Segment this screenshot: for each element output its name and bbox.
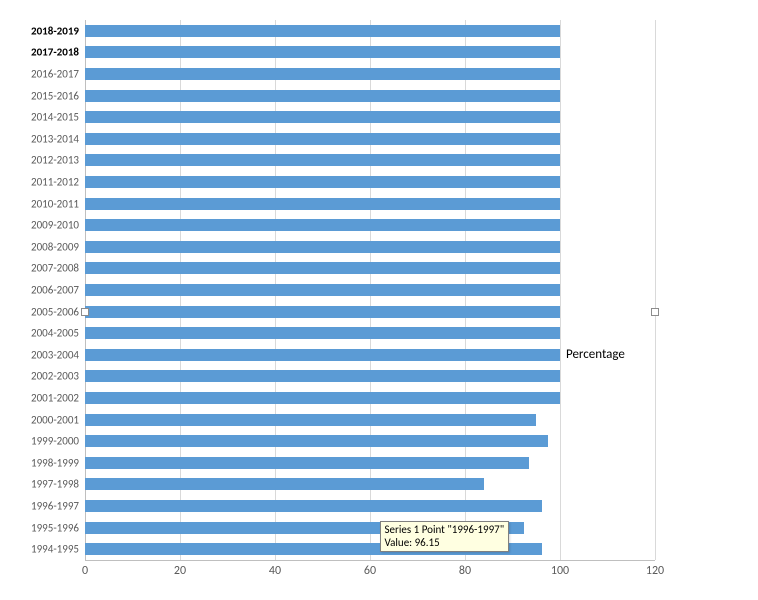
bar[interactable] (85, 176, 560, 188)
y-tick-label: 2007-2008 (31, 262, 85, 275)
bar-row (85, 262, 655, 274)
y-tick-label: 1999-2000 (31, 435, 85, 448)
bar-row (85, 25, 655, 37)
bar[interactable] (85, 241, 560, 253)
bar-row (85, 478, 655, 490)
y-tick-label: 2001-2002 (31, 392, 85, 405)
y-tick-label: 2006-2007 (31, 284, 85, 297)
bar-row (85, 327, 655, 339)
plot-area: 0204060801001201994-19951995-19961996-19… (85, 20, 655, 560)
bar-row (85, 68, 655, 80)
bar[interactable] (85, 414, 536, 426)
bar-row (85, 370, 655, 382)
bar-row (85, 284, 655, 296)
bar[interactable] (85, 457, 529, 469)
bar[interactable] (85, 349, 560, 361)
bar[interactable] (85, 392, 560, 404)
bar-row (85, 46, 655, 58)
bar-row (85, 176, 655, 188)
x-tick-label: 0 (82, 560, 88, 578)
x-tick-label: 100 (551, 560, 569, 578)
chart-tooltip: Series 1 Point "1996-1997"Value: 96.15 (380, 521, 510, 552)
bar-row (85, 457, 655, 469)
bar-row (85, 522, 655, 534)
tooltip-line: Value: 96.15 (385, 536, 505, 549)
y-tick-label: 2018-2019 (31, 24, 85, 37)
y-tick-label: 1997-1998 (31, 478, 85, 491)
y-tick-label: 2015-2016 (31, 89, 85, 102)
tooltip-line: Series 1 Point "1996-1997" (385, 523, 505, 536)
y-tick-label: 2008-2009 (31, 240, 85, 253)
bar-chart: 0 20 40 60 80 100 120 1994-1995 1995-1996 1996-19… (0, 0, 758, 600)
bar[interactable] (85, 478, 484, 490)
y-tick-label: 2012-2013 (31, 154, 85, 167)
bar-row (85, 392, 655, 404)
bar-row (85, 435, 655, 447)
bar-row (85, 543, 655, 555)
y-tick-label: 2014-2015 (31, 111, 85, 124)
bar[interactable] (85, 198, 560, 210)
bar[interactable] (85, 133, 560, 145)
y-tick-label: 2009-2010 (31, 219, 85, 232)
bar-row (85, 133, 655, 145)
bar-row (85, 500, 655, 512)
bar[interactable] (85, 68, 560, 80)
y-tick-label: 1998-1999 (31, 456, 85, 469)
bar[interactable] (85, 284, 560, 296)
bar-row (85, 154, 655, 166)
series-legend-label: Percentage (566, 347, 625, 362)
bar[interactable] (85, 306, 560, 318)
bar-row (85, 241, 655, 253)
bar[interactable] (85, 327, 560, 339)
y-tick-label: 2005-2006 (31, 305, 85, 318)
bar[interactable] (85, 46, 560, 58)
bar[interactable] (85, 111, 560, 123)
y-tick-label: 2016-2017 (31, 68, 85, 81)
x-tick-label: 120 (646, 560, 664, 578)
y-tick-label: 1996-1997 (31, 500, 85, 513)
selection-handle[interactable] (651, 308, 659, 316)
bar[interactable] (85, 154, 560, 166)
y-tick-label: 2011-2012 (31, 176, 85, 189)
x-tick-label: 20 (174, 560, 186, 578)
x-tick-label: 80 (459, 560, 471, 578)
bar[interactable] (85, 500, 542, 512)
y-tick-label: 1995-1996 (31, 521, 85, 534)
gridline (655, 20, 656, 560)
bar-row (85, 306, 655, 318)
y-tick-label: 2013-2014 (31, 132, 85, 145)
bar[interactable] (85, 219, 560, 231)
bar-row (85, 219, 655, 231)
y-tick-label: 2003-2004 (31, 348, 85, 361)
bar[interactable] (85, 25, 560, 37)
bar-row (85, 111, 655, 123)
bar[interactable] (85, 370, 560, 382)
y-tick-label: 2017-2018 (31, 46, 85, 59)
bar[interactable] (85, 90, 560, 102)
selection-handle[interactable] (81, 308, 89, 316)
y-tick-label: 2000-2001 (31, 413, 85, 426)
y-tick-label: 2004-2005 (31, 327, 85, 340)
x-tick-label: 60 (364, 560, 376, 578)
bar[interactable] (85, 262, 560, 274)
bar-row (85, 198, 655, 210)
bar-row (85, 414, 655, 426)
y-tick-label: 1994-1995 (31, 543, 85, 556)
y-tick-label: 2002-2003 (31, 370, 85, 383)
bar[interactable] (85, 435, 548, 447)
bar-row (85, 90, 655, 102)
x-tick-label: 40 (269, 560, 281, 578)
y-tick-label: 2010-2011 (31, 197, 85, 210)
